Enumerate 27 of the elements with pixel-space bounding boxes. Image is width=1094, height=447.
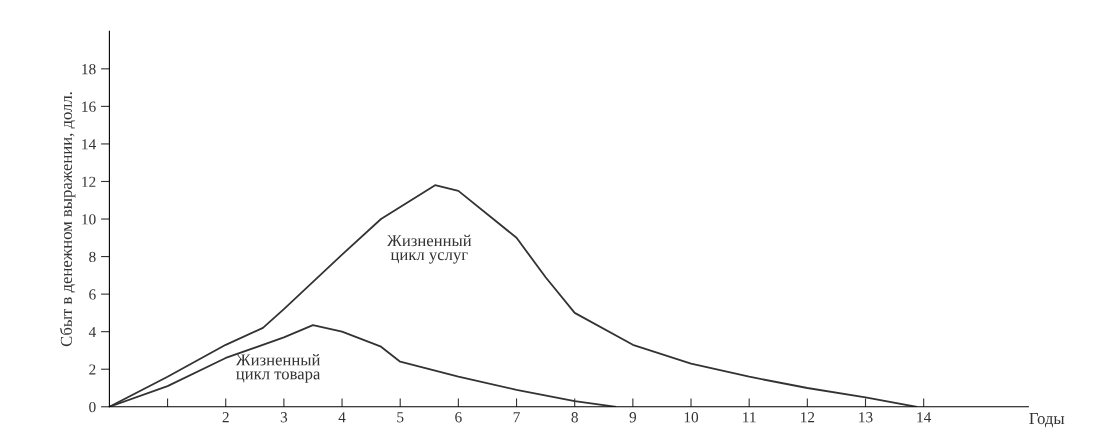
y-tick-label: 14 [82,139,96,150]
x-axis-title: Годы [1029,413,1065,428]
x-tick-label: 6 [455,412,462,423]
y-tick-label: 2 [89,364,96,375]
y-tick-label: 16 [82,101,96,112]
x-tick-label: 11 [743,412,756,423]
x-tick-label: 8 [571,412,578,423]
y-tick-label: 4 [88,326,96,337]
x-tick-label: 9 [629,412,637,423]
y-tick-label: 10 [82,214,96,225]
y-tick-label: 18 [82,63,96,75]
x-tick-label: 5 [397,412,404,423]
series-label: Жизненный цикл услуг [386,234,472,264]
x-tick-label: 2 [222,412,229,423]
y-tick-label: 12 [82,176,96,187]
x-tick-label: 12 [801,412,815,423]
x-tick-label: 7 [513,412,520,423]
y-tick-label: 0 [89,401,96,413]
x-tick-label: 13 [859,412,873,423]
y-tick-label: 8 [89,251,96,263]
series-label: Жизненный цикл товара [235,353,321,383]
x-tick-label: 10 [684,412,699,423]
x-tick-label: 4 [338,412,346,423]
y-axis-title: Сбыт в денежном выражении, долл. [59,92,76,347]
x-tick-label: 3 [280,412,288,423]
y-tick-label: 6 [89,289,96,300]
x-tick-label: 14 [917,412,932,423]
